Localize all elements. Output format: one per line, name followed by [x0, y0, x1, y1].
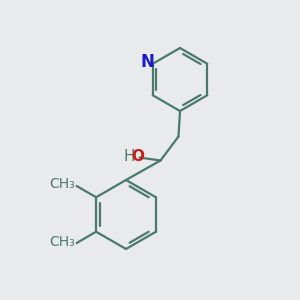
Text: CH₃: CH₃ — [50, 235, 75, 248]
Text: CH₃: CH₃ — [50, 178, 75, 191]
Text: H: H — [123, 149, 135, 164]
Text: O: O — [131, 149, 145, 164]
Text: N: N — [140, 53, 154, 71]
